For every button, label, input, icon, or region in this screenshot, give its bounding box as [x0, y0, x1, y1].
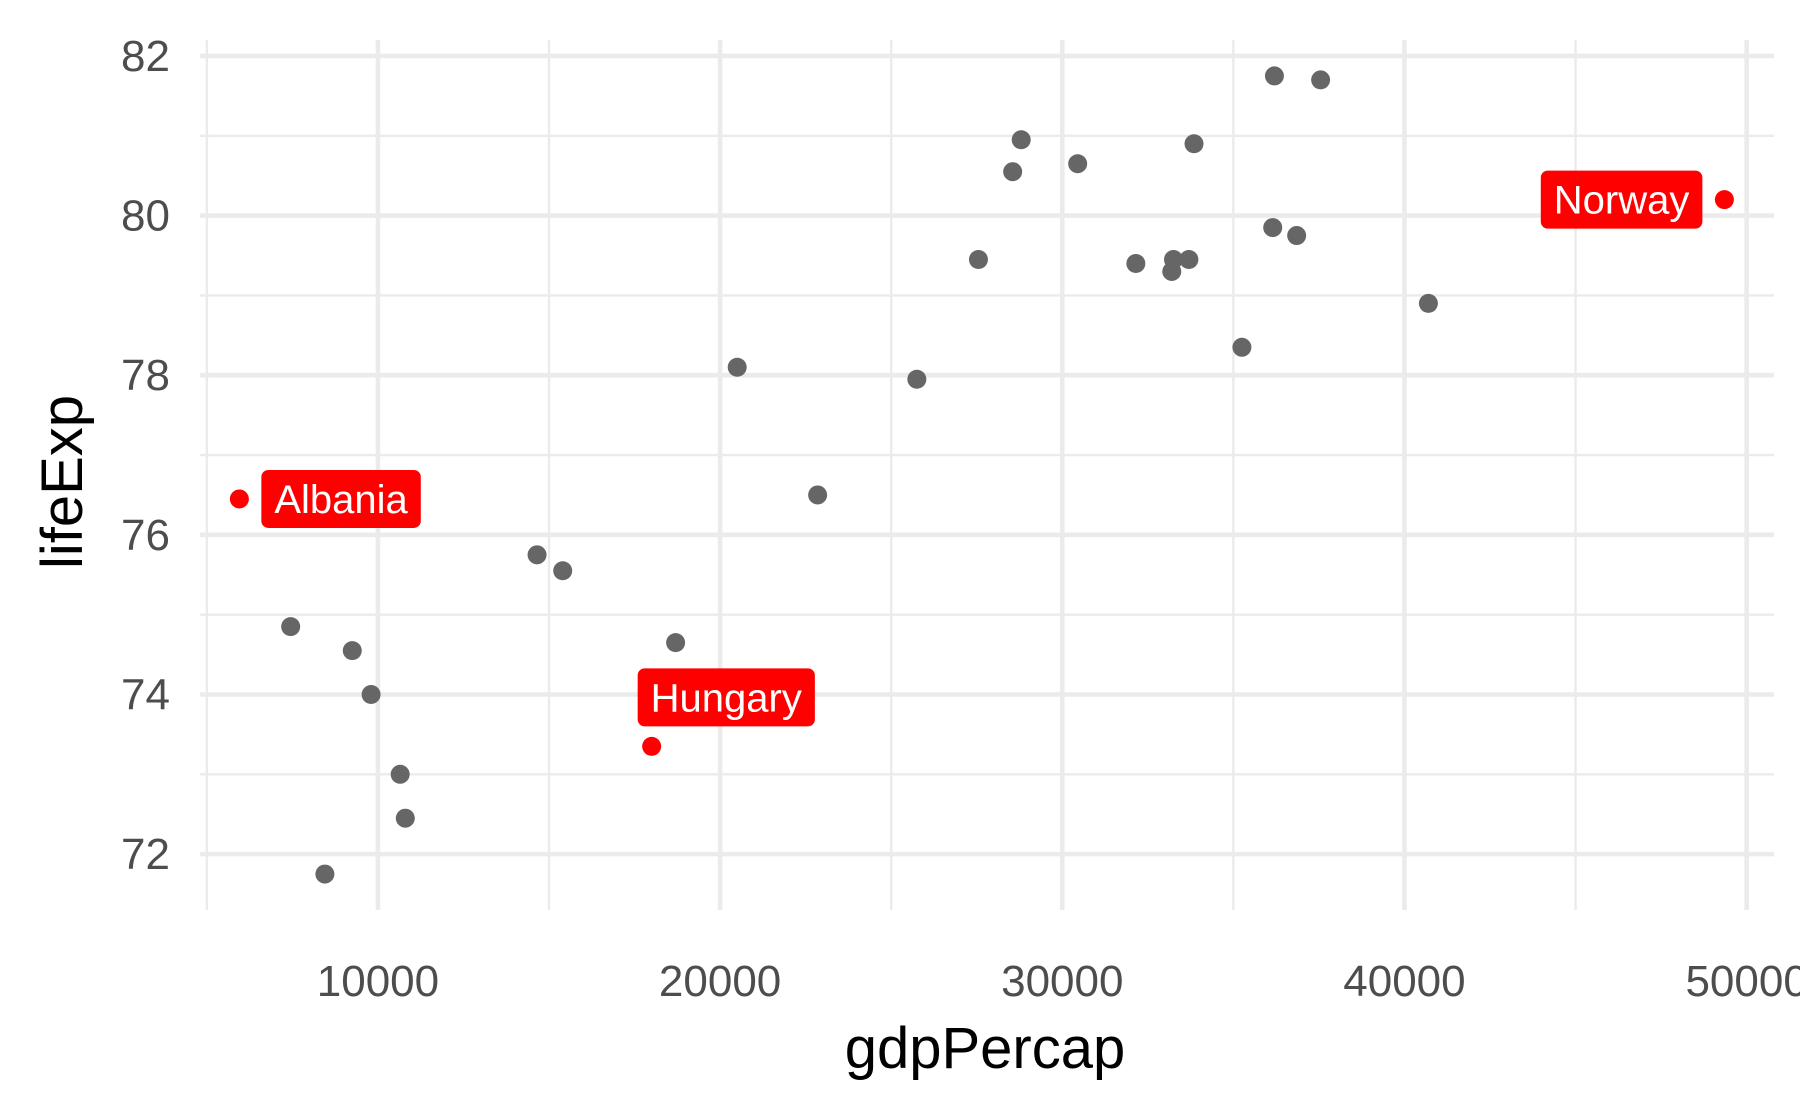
x-tick-label: 40000	[1343, 957, 1465, 1006]
data-point	[315, 864, 335, 884]
data-point	[1163, 249, 1183, 269]
point-label: Hungary	[637, 668, 815, 727]
point-label-box	[261, 469, 421, 528]
y-tick-label: 76	[121, 511, 170, 560]
data-point	[1003, 162, 1023, 182]
data-point	[395, 808, 415, 828]
data-point	[553, 561, 573, 581]
data-point	[808, 485, 828, 505]
data-point	[281, 617, 301, 637]
data-point	[1126, 253, 1146, 273]
data-point	[1184, 134, 1204, 154]
minor-gridlines	[200, 40, 1774, 910]
data-point	[1287, 226, 1307, 246]
data-point	[1418, 293, 1438, 313]
data-point	[1011, 130, 1031, 150]
y-tick-label: 80	[121, 192, 170, 241]
highlighted-point	[642, 736, 662, 756]
data-points	[229, 66, 1734, 884]
data-point	[1311, 70, 1331, 90]
highlighted-point	[1714, 190, 1734, 210]
point-label-text: Norway	[1554, 179, 1690, 223]
data-point	[727, 357, 747, 377]
data-point	[1068, 154, 1088, 174]
data-point	[968, 249, 988, 269]
y-axis-title: lifeExp	[30, 395, 95, 569]
highlighted-point	[229, 489, 249, 509]
data-point	[390, 764, 410, 784]
point-label-text: Hungary	[651, 676, 802, 720]
data-point	[527, 545, 547, 565]
data-point	[1264, 66, 1284, 86]
point-label-box	[637, 668, 815, 727]
point-label: Norway	[1540, 170, 1703, 229]
y-tick-label: 74	[121, 670, 170, 719]
x-axis-title: gdpPercap	[845, 1016, 1126, 1081]
data-point	[1179, 249, 1199, 269]
y-tick-label: 78	[121, 351, 170, 400]
point-label-text: Albania	[274, 478, 408, 522]
x-tick-label: 20000	[659, 957, 781, 1006]
x-tick-label: 30000	[1001, 957, 1123, 1006]
major-gridlines	[200, 40, 1774, 910]
y-tick-label: 82	[121, 32, 170, 81]
data-point	[1263, 218, 1283, 238]
data-point	[1232, 337, 1252, 357]
data-point	[361, 684, 381, 704]
data-point	[907, 369, 927, 389]
point-label-box	[1540, 170, 1703, 229]
y-axis-tick-labels: 72 74 76 78 80 82	[121, 32, 170, 879]
data-point	[666, 633, 686, 653]
highlight-labels: Albania Hungary Norway	[261, 170, 1703, 727]
x-axis-tick-labels: 10000 20000 30000 40000 50000	[317, 957, 1800, 1006]
point-label: Albania	[261, 469, 421, 528]
y-tick-label: 72	[121, 830, 170, 879]
data-point	[342, 641, 362, 661]
x-tick-label: 10000	[317, 957, 439, 1006]
x-tick-label: 50000	[1685, 957, 1800, 1006]
